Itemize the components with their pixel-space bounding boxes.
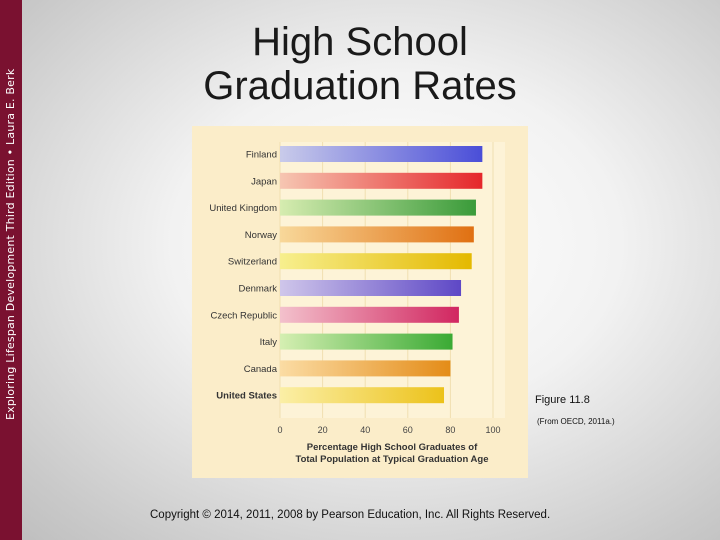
bar-norway bbox=[280, 226, 474, 243]
figure-label: Figure 11.8 bbox=[535, 394, 590, 406]
x-tick-label: 100 bbox=[485, 425, 500, 435]
category-label: Italy bbox=[260, 337, 278, 348]
category-label: Denmark bbox=[238, 284, 277, 295]
bar-italy bbox=[280, 333, 453, 350]
sidebar-text: Exploring Lifespan Development Third Edi… bbox=[4, 68, 17, 420]
bar-chart: Finland Japan United Kingdom Norway Switzerl… bbox=[209, 142, 505, 465]
category-label: Canada bbox=[244, 364, 278, 375]
x-tick-label: 40 bbox=[360, 425, 370, 435]
x-axis-label-line2: Total Population at Typical Graduation A… bbox=[295, 454, 488, 465]
category-label: United Kingdom bbox=[209, 203, 277, 214]
copyright-notice: Copyright © 2014, 2011, 2008 by Pearson … bbox=[150, 509, 551, 521]
x-axis-label-line1: Percentage High School Graduates of bbox=[307, 442, 478, 453]
x-tick-label: 60 bbox=[403, 425, 413, 435]
category-label: Switzerland bbox=[228, 257, 277, 268]
bar-canada bbox=[280, 360, 451, 377]
category-label: Japan bbox=[251, 176, 277, 187]
category-label: Czech Republic bbox=[210, 310, 277, 321]
category-label: Finland bbox=[246, 150, 277, 161]
slide-title-line2: Graduation Rates bbox=[203, 64, 517, 108]
category-label: Norway bbox=[245, 230, 277, 241]
bar-czech-republic bbox=[280, 306, 459, 323]
bar-united-states bbox=[280, 387, 445, 404]
category-label: United States bbox=[216, 391, 277, 402]
bar-united-kingdom bbox=[280, 199, 476, 216]
slide-title: High School Graduation Rates bbox=[140, 20, 580, 108]
slide-title-line1: High School bbox=[252, 20, 468, 64]
bar-japan bbox=[280, 172, 483, 189]
x-tick-label: 20 bbox=[318, 425, 328, 435]
bar-switzerland bbox=[280, 253, 472, 270]
x-tick-label: 80 bbox=[445, 425, 455, 435]
figure-source: (From OECD, 2011a.) bbox=[537, 417, 615, 426]
bar-finland bbox=[280, 146, 483, 162]
sidebar: Exploring Lifespan Development Third Edi… bbox=[0, 0, 22, 540]
bar-denmark bbox=[280, 280, 462, 296]
figure-panel: Finland Japan United Kingdom Norway Switzerl… bbox=[192, 126, 528, 478]
x-tick-label: 0 bbox=[277, 425, 282, 435]
